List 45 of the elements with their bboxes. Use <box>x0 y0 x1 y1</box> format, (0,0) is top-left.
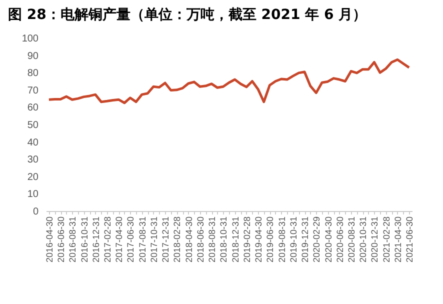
y-tick-label: 40 <box>27 137 39 148</box>
x-tick-label: 2016-10-31 <box>79 216 90 263</box>
x-tick-label: 2021-04-30 <box>392 216 403 263</box>
y-tick-label: 100 <box>22 34 39 44</box>
x-tick-label: 2021-06-30 <box>404 216 415 263</box>
x-tick-label: 2019-10-31 <box>288 216 298 263</box>
x-tick-label: 2019-02-28 <box>242 216 252 263</box>
x-tick-label: 2016-04-30 <box>44 216 54 263</box>
x-tick-label: 2018-06-30 <box>195 216 206 263</box>
x-tick-label: 2017-08-31 <box>137 216 148 263</box>
y-tick-label: 10 <box>27 189 39 200</box>
chart-title: 图 28：电解铜产量（单位：万吨，截至 2021 年 6 月） <box>7 6 368 25</box>
x-tick-label: 2018-04-30 <box>184 216 194 263</box>
x-tick-label: 2018-02-28 <box>172 216 182 263</box>
y-tick-label: 20 <box>27 172 39 183</box>
x-tick-label: 2020-04-30 <box>323 216 334 263</box>
x-tick-label: 2019-06-30 <box>265 216 276 263</box>
x-tick-label: 2017-04-30 <box>114 216 124 263</box>
y-tick-label: 60 <box>27 102 39 114</box>
x-tick-label: 2018-10-31 <box>218 216 229 263</box>
x-tick-label: 2017-06-30 <box>126 216 136 263</box>
x-tick-label: 2019-08-31 <box>276 216 287 263</box>
y-tick-label: 90 <box>27 50 39 62</box>
x-tick-label: 2016-06-30 <box>56 216 66 263</box>
y-tick-label: 80 <box>27 68 39 80</box>
line-series <box>48 58 410 104</box>
x-tick-label: 2016-08-31 <box>68 216 78 263</box>
x-tick-label: 2020-10-31 <box>358 216 368 263</box>
x-tick-label: 2020-02-29 <box>312 216 322 263</box>
x-tick-label: 2016-12-31 <box>90 216 101 263</box>
x-tick-label: 2018-08-31 <box>207 216 218 263</box>
x-tick-label: 2017-12-31 <box>160 216 171 263</box>
y-tick-label: 0 <box>32 206 39 218</box>
x-tick-label: 2019-12-31 <box>300 216 310 263</box>
y-tick-label: 30 <box>27 154 39 166</box>
x-tick-label: 2019-04-30 <box>254 216 264 263</box>
x-tick-label: 2020-12-31 <box>370 216 380 263</box>
y-tick-label: 70 <box>27 85 39 96</box>
x-tick-label: 2017-10-31 <box>148 216 159 263</box>
x-tick-label: 2020-08-31 <box>346 216 356 263</box>
x-tick-label: 2021-02-28 <box>381 216 392 263</box>
x-tick-label: 2020-06-30 <box>334 216 345 263</box>
y-tick-label: 50 <box>27 120 39 131</box>
x-tick-label: 2017-02-28 <box>102 216 112 263</box>
x-tick-label: 2018-12-31 <box>230 216 240 263</box>
